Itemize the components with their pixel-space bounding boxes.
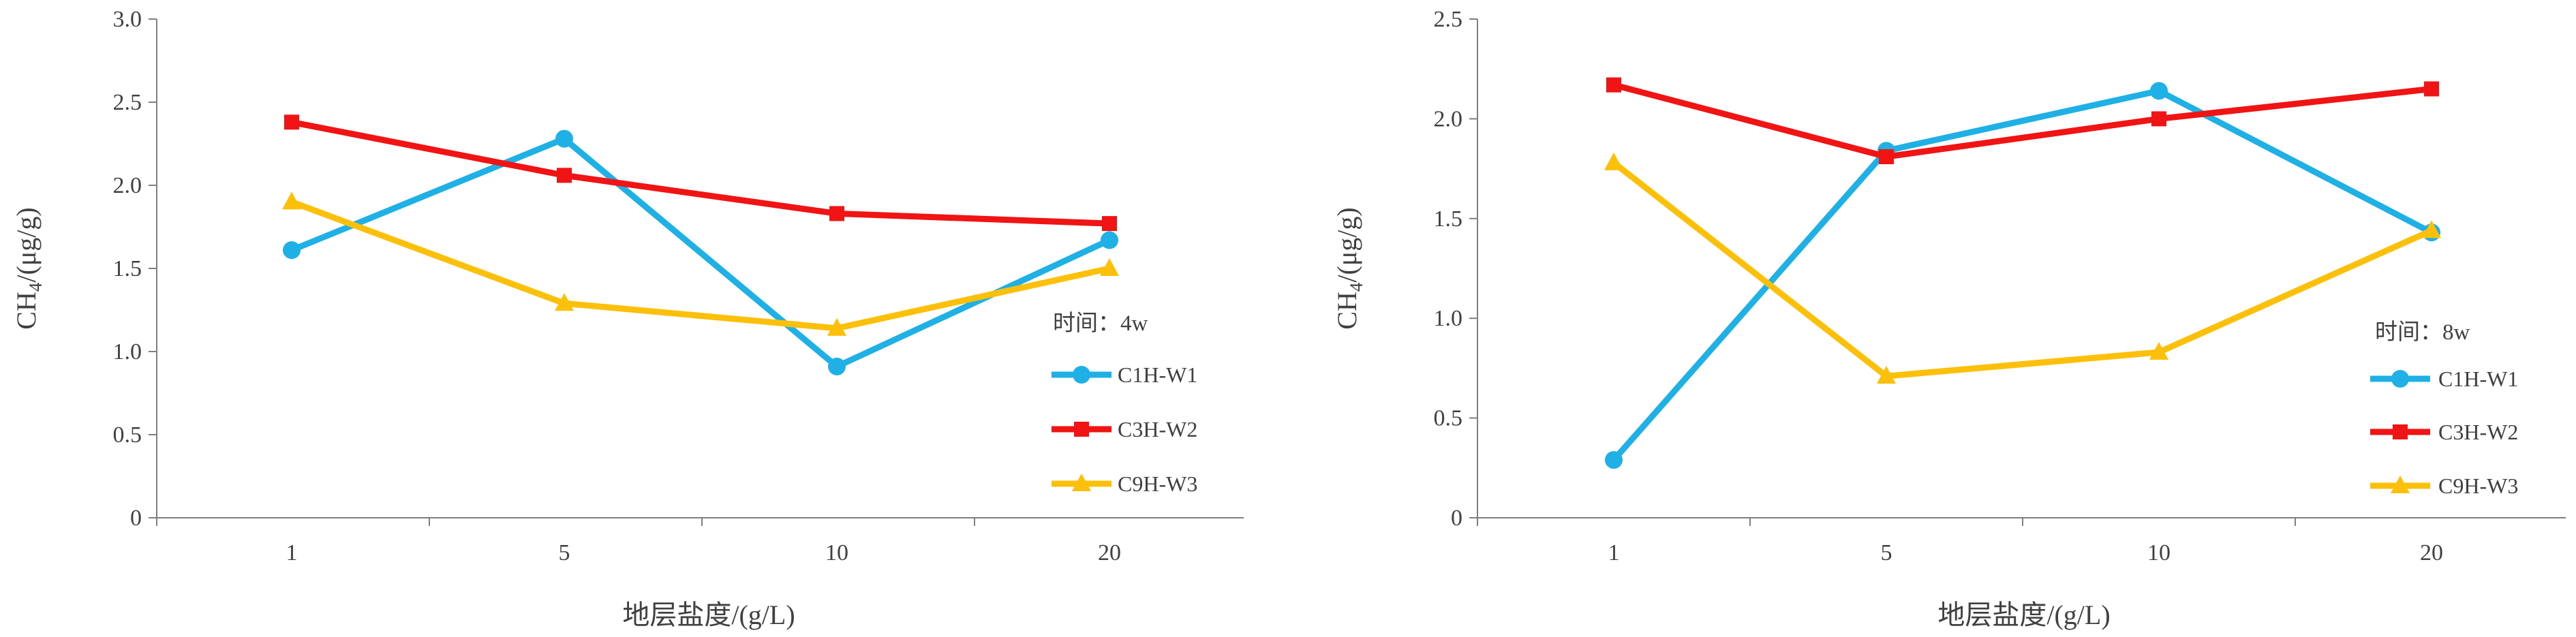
data-point [1605,451,1623,469]
x-tick-label: 20 [2420,540,2443,565]
y-axis-title: CH4/(μg/g) [11,207,46,329]
x-tick-label: 1 [286,540,298,565]
series-line [288,119,1113,227]
data-point [1100,258,1119,276]
x-axis-title: 地层盐度/(g/L) [1937,600,2110,630]
y-tick-label: 0.5 [1434,406,1463,431]
legend-item: C3H-W2 [2370,420,2518,444]
y-tick-label: 2.5 [1434,7,1463,32]
y-tick-label: 1.5 [113,256,142,281]
data-point [284,114,299,130]
data-point [829,206,844,221]
x-tick-label: 10 [2147,540,2171,565]
x-tick-label: 5 [559,540,570,565]
series-line [288,198,1113,332]
legend-item: C9H-W3 [1052,471,1197,496]
series-C3H-W2 [284,114,1117,232]
data-point [2424,81,2439,97]
x-tick-label: 20 [1098,540,1121,565]
data-point [2422,220,2441,238]
legend-item: C1H-W1 [2370,367,2518,391]
data-point [283,241,301,260]
legend-swatch-marker [2393,424,2408,439]
x-axis-title: 地层盐度/(g/L) [622,600,795,630]
series-C9H-W3 [1604,152,2441,384]
data-point [1101,231,1118,249]
chart-2: 0 0.5 1.0 1.5 2.0 2.5 1 5 10 20 地层盐度/(g/L) CH4/(μg/… [1332,7,2566,630]
series-C3H-W2 [1606,77,2439,165]
y-tick-label: 2.5 [113,90,142,115]
legend: 时间：4w C1H-W1 C3H-W2 C9H-W3 [1052,311,1197,496]
legend-label: C1H-W1 [2438,367,2518,391]
y-tick-label: 1.0 [113,339,142,364]
series-line [1610,159,2435,379]
data-point [2150,82,2168,100]
series-C1H-W1 [283,129,1118,375]
legend-label: C3H-W2 [1118,417,1197,441]
legend-label: C1H-W1 [1118,362,1197,387]
y-tick-label: 1.5 [1434,206,1463,232]
data-point [1604,152,1623,170]
legend-label: C9H-W3 [1118,471,1197,496]
data-point [828,357,846,375]
legend-label: C3H-W2 [2438,420,2518,444]
y-tick-label: 3.0 [113,7,142,32]
y-tick-label: 1.0 [1434,306,1463,331]
series-C9H-W3 [282,191,1119,336]
data-point [1879,149,1894,165]
legend-title: 时间：4w [1053,311,1148,336]
x-tick-label: 5 [1881,540,1892,565]
data-point [555,293,574,311]
chart-1: 0 0.5 1.0 1.5 2.0 2.5 3.0 1 5 10 20 地层盐度/(g/L) CH4/(… [11,7,1244,630]
data-point [282,191,301,210]
data-point [2151,111,2166,127]
series-line [1610,82,2435,160]
data-point [827,317,846,336]
data-point [1877,366,1896,384]
legend-title: 时间：8w [2375,320,2470,345]
x-tick-label: 10 [825,540,848,565]
legend-swatch-marker [1072,473,1091,491]
legend: 时间：8w C1H-W1 C3H-W2 C9H-W3 [2370,320,2518,498]
y-tick-label: 0 [130,506,142,531]
legend-item: C9H-W3 [2370,473,2518,498]
legend-label: C9H-W3 [2438,473,2518,498]
y-tick-label: 0.5 [113,422,142,448]
series-line [288,136,1113,370]
data-point [2149,341,2168,360]
data-point [1606,77,1621,93]
legend-swatch-marker [1074,422,1089,437]
legend-swatch-marker [2391,370,2409,388]
legend-item: C1H-W1 [1052,362,1197,387]
y-tick-label: 0 [1451,506,1462,531]
y-tick-label: 2.0 [1434,106,1463,131]
legend-swatch-marker [1073,366,1090,384]
data-point [557,168,572,183]
legend-swatch-marker [2391,476,2410,493]
data-point [1102,216,1117,232]
legend-item: C3H-W2 [1052,417,1197,441]
x-tick-label: 1 [1608,540,1620,565]
series-line [1610,87,2435,463]
data-point [555,129,573,148]
y-tick-label: 2.0 [113,173,142,198]
y-axis-title: CH4/(μg/g) [1332,207,1366,329]
